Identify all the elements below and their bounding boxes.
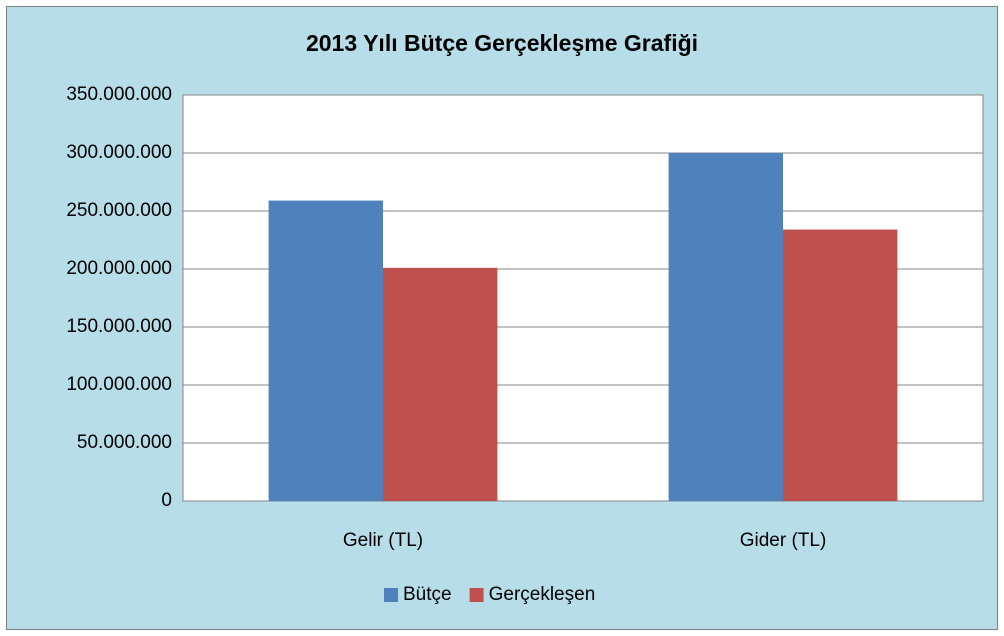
y-tick-label: 0 [161, 490, 172, 511]
legend-swatch [384, 588, 398, 602]
bar [383, 267, 498, 501]
y-tick-label: 200.000.000 [66, 258, 172, 279]
y-tick-label: 50.000.000 [77, 432, 172, 453]
chart-title: 2013 Yılı Bütçe Gerçekleşme Grafiği [306, 30, 698, 56]
legend-label: Bütçe [403, 584, 452, 605]
x-tick-label: Gelir (TL) [343, 530, 423, 551]
x-tick-label: Gider (TL) [740, 530, 827, 551]
bar [668, 153, 783, 501]
y-tick-label: 350.000.000 [66, 84, 172, 105]
y-tick-label: 150.000.000 [66, 316, 172, 337]
y-tick-label: 250.000.000 [66, 200, 172, 221]
bar [783, 229, 898, 501]
legend-swatch [469, 588, 484, 602]
bar [268, 200, 383, 501]
legend-label: Gerçekleşen [489, 584, 596, 605]
y-tick-label: 300.000.000 [66, 142, 172, 163]
y-tick-label: 100.000.000 [66, 374, 172, 395]
